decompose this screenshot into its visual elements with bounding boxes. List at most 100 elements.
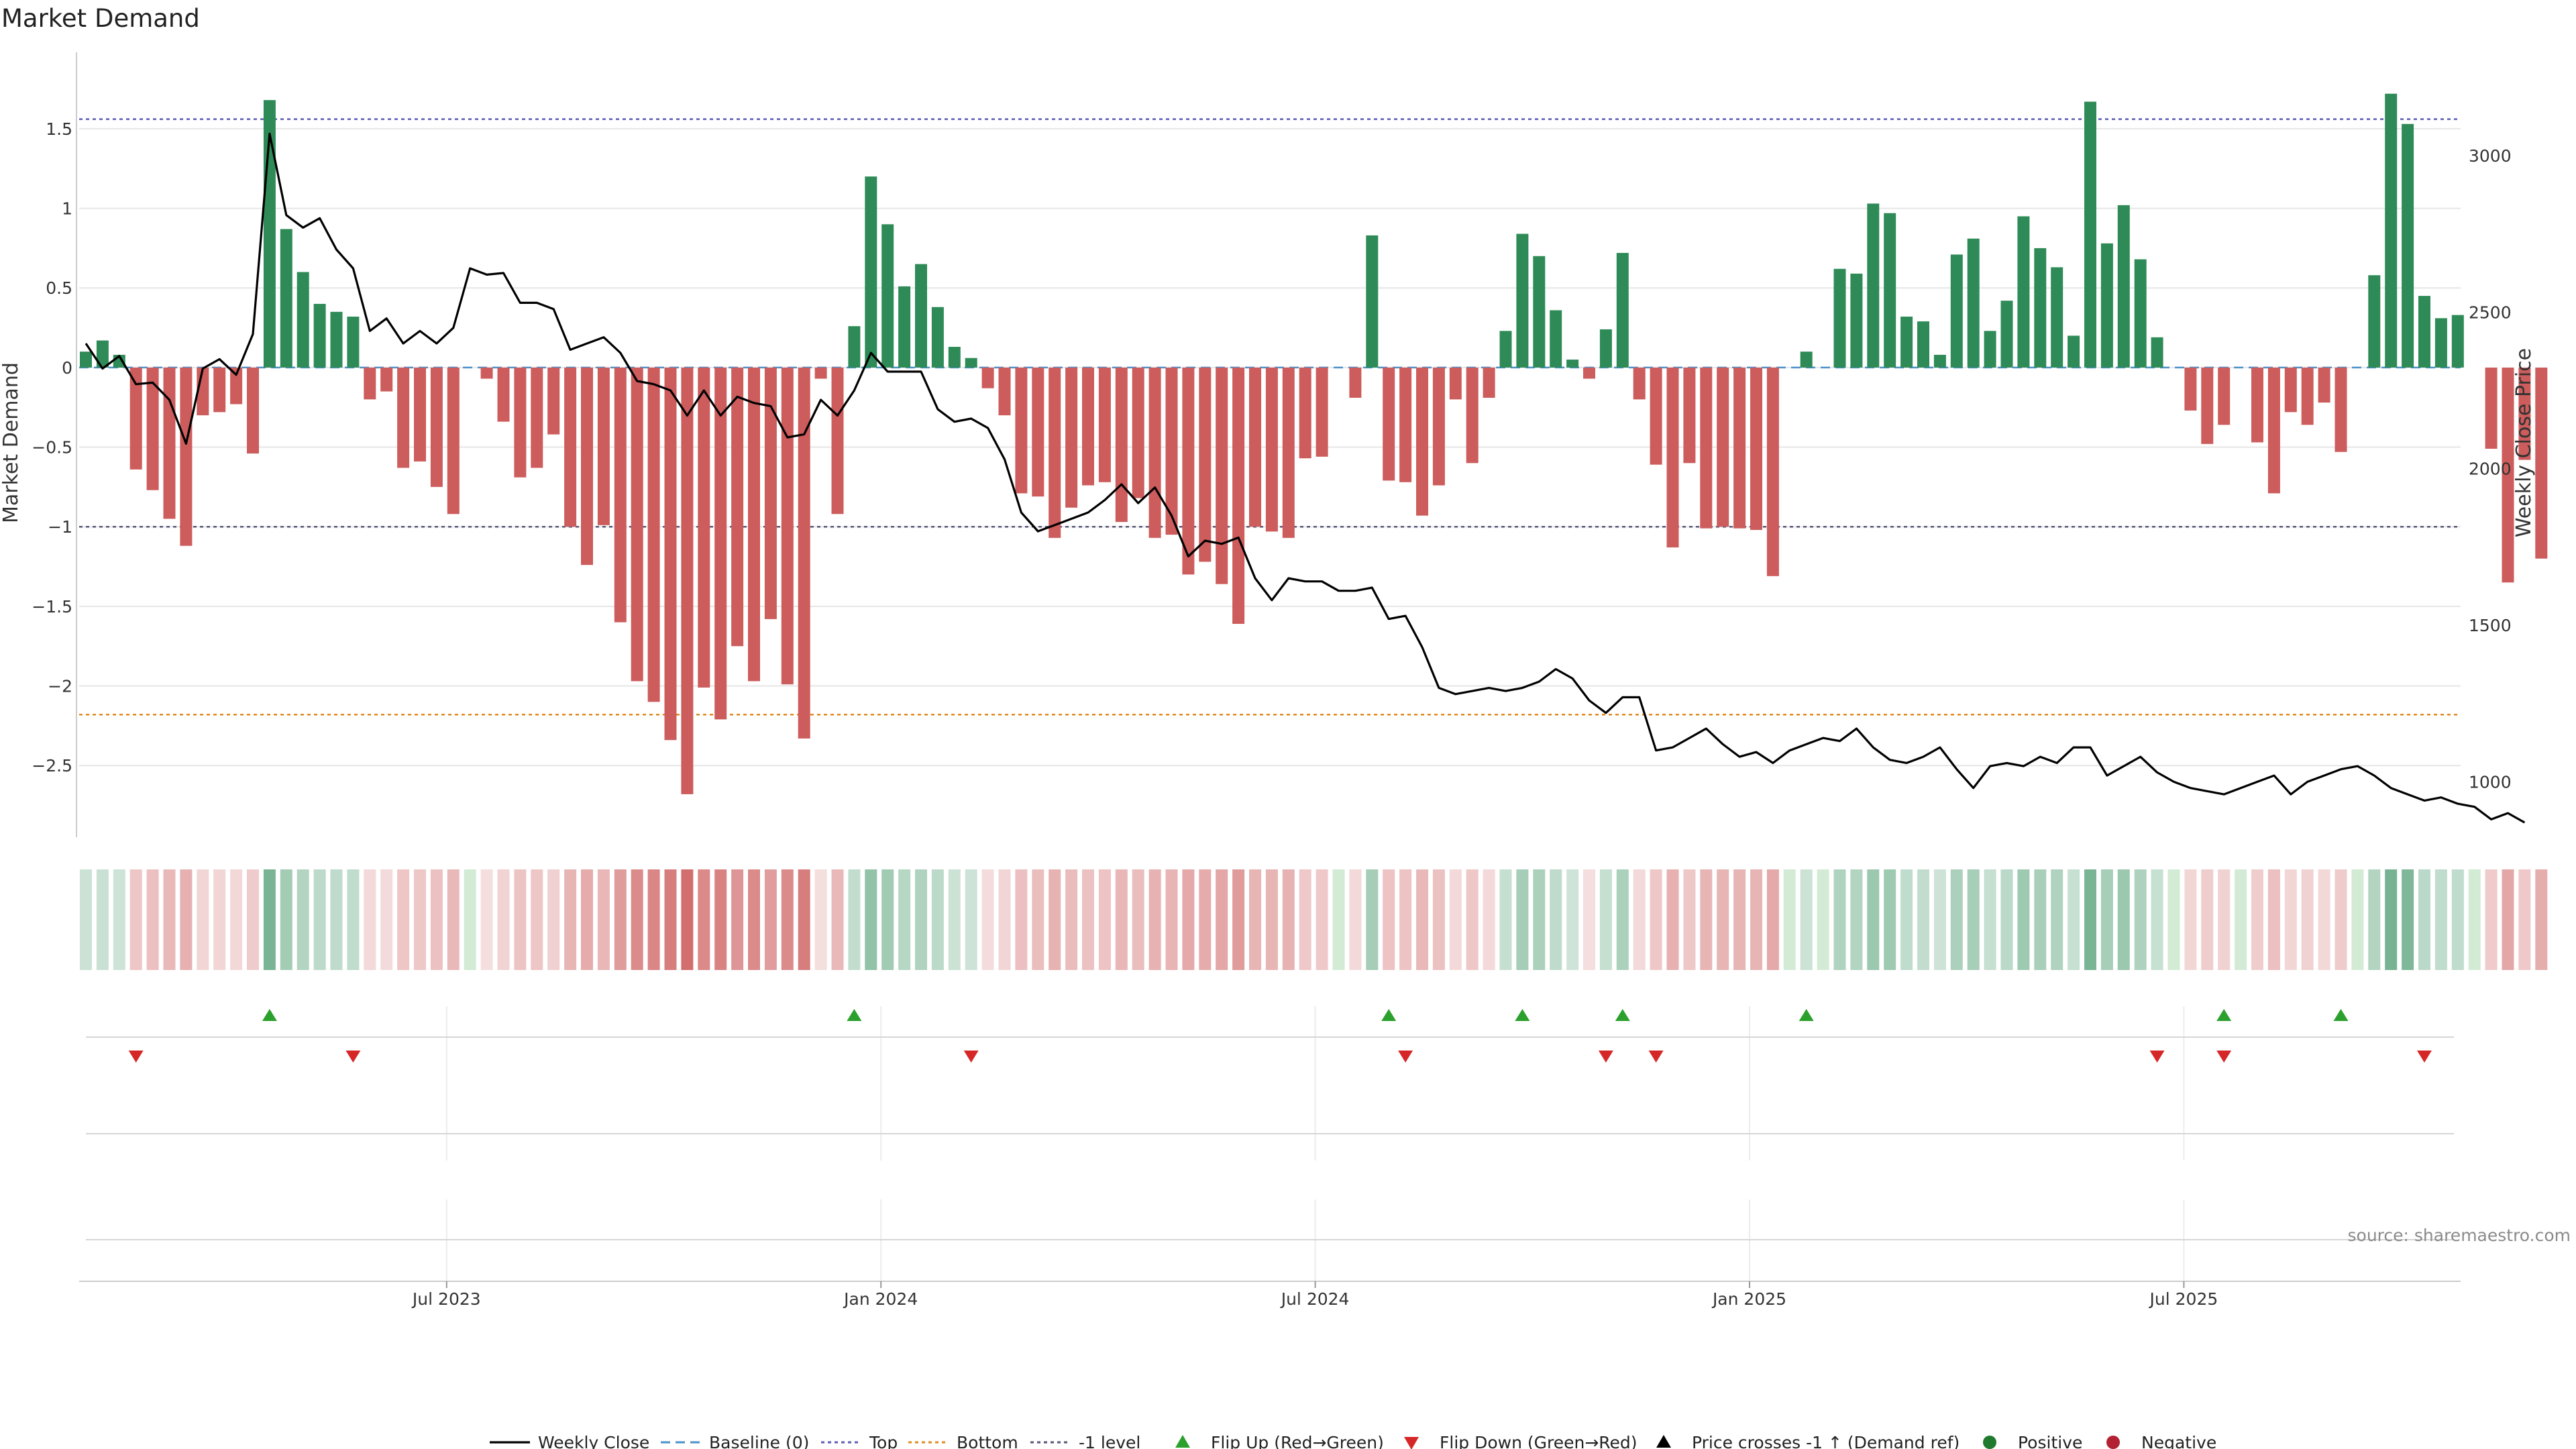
heat-cell [1967,869,1980,970]
flip-up-marker [847,1009,862,1021]
heat-cell [2084,869,2096,970]
heat-cell [80,869,92,970]
heat-cell [531,869,543,970]
demand-bar-negative [1650,367,1662,465]
demand-bar-positive [931,307,944,368]
flip-up-marker [1615,1009,1630,1021]
demand-bar-negative [1265,367,1278,532]
legend-price-cross-icon [1656,1435,1671,1448]
heat-cell [2301,869,2314,970]
legend-positive-dot-icon [1983,1436,1996,1449]
demand-bar-positive [948,347,961,368]
demand-bar-positive [1800,352,1813,368]
demand-bar-negative [531,367,543,468]
demand-bar-positive [2034,248,2047,368]
heat-cell [1766,869,1779,970]
heat-cell [1733,869,1746,970]
demand-bar-positive [848,326,861,368]
heat-cell [1115,869,1128,970]
heat-cell [447,869,460,970]
demand-bar-negative [2218,367,2231,425]
demand-bar-positive [1499,331,1512,368]
heat-cell [1416,869,1428,970]
demand-bar-positive [1516,233,1529,368]
heat-cell [1783,869,1796,970]
demand-bar-negative [2535,367,2548,559]
heat-cell [1249,869,1261,970]
legend-label: Price crosses -1 ↑ (Demand ref) [1692,1433,1960,1449]
demand-bar-negative [397,367,410,468]
demand-bar-negative [1466,367,1479,464]
heat-cell [881,869,894,970]
heat-cell [1850,869,1863,970]
heat-cell [1599,869,1612,970]
demand-bar-negative [831,367,844,515]
demand-bar-positive [2134,259,2147,368]
demand-bar-negative [430,367,443,487]
flip-up-marker [262,1009,277,1021]
legend-label: Weekly Close [538,1433,649,1449]
y2-tick-label: 2500 [2469,303,2512,322]
demand-bar-negative [614,367,627,623]
y2-axis-label: Weekly Close Price [2512,348,2536,537]
legend-label: Bottom [957,1433,1018,1449]
heat-cell [1867,869,1880,970]
heat-cell [631,869,643,970]
heat-cell [1750,869,1762,970]
demand-bar-positive [2451,315,2464,368]
heat-cell [1566,869,1579,970]
demand-bar-positive [1366,235,1379,368]
demand-bar-negative [1432,367,1445,486]
heat-cell [2318,869,2330,970]
demand-bar-positive [2084,101,2096,368]
heat-cell [1132,869,1144,970]
demand-bar-negative [647,367,660,702]
demand-bar-positive [1884,213,1896,368]
demand-bar-negative [1666,367,1679,548]
heat-cell [180,869,193,970]
heat-cell [1666,869,1679,970]
heat-cell [1232,869,1245,970]
legend-negative-dot-icon [2106,1436,2120,1449]
demand-bar-positive [2368,275,2381,368]
heat-cell [146,869,159,970]
demand-bar-positive [915,264,927,368]
heat-cell [1332,869,1345,970]
heat-cell [2385,869,2398,970]
heat-cell [2151,869,2163,970]
heat-cell [848,869,861,970]
demand-bar-negative [1049,367,1061,538]
heat-cell [1817,869,1829,970]
y2-tick-label: 1500 [2469,616,2512,635]
heat-cell [96,869,109,970]
demand-bar-positive [313,303,326,368]
demand-bar-negative [1165,367,1178,535]
flip-up-marker [1799,1009,1814,1021]
demand-bar-negative [2251,367,2263,443]
heat-cell [664,869,677,970]
heat-cell [1299,869,1311,970]
demand-bar-negative [380,367,393,392]
y-tick-label: −2 [48,677,72,696]
demand-bar-negative [2518,367,2531,460]
demand-bar-negative [1115,367,1128,523]
heat-cell [2235,869,2247,970]
demand-bar-negative [180,367,193,546]
demand-bar-negative [146,367,159,490]
demand-bar-negative [163,367,176,519]
flip-down-marker [128,1051,144,1063]
demand-bar-positive [2017,216,2030,368]
weekly-close-path [85,132,2526,824]
demand-heat-strip [80,869,2548,970]
demand-bar-negative [631,367,643,682]
heat-cell [2434,869,2447,970]
heat-cell [1165,869,1178,970]
legend-label: Flip Down (Green→Red) [1440,1433,1638,1449]
demand-bar-negative [581,367,593,566]
demand-bar-positive [2068,335,2080,368]
demand-bar-positive [965,358,977,368]
y-axis-label: Market Demand [0,362,23,523]
heat-cell [2251,869,2263,970]
heat-cell [2451,869,2464,970]
